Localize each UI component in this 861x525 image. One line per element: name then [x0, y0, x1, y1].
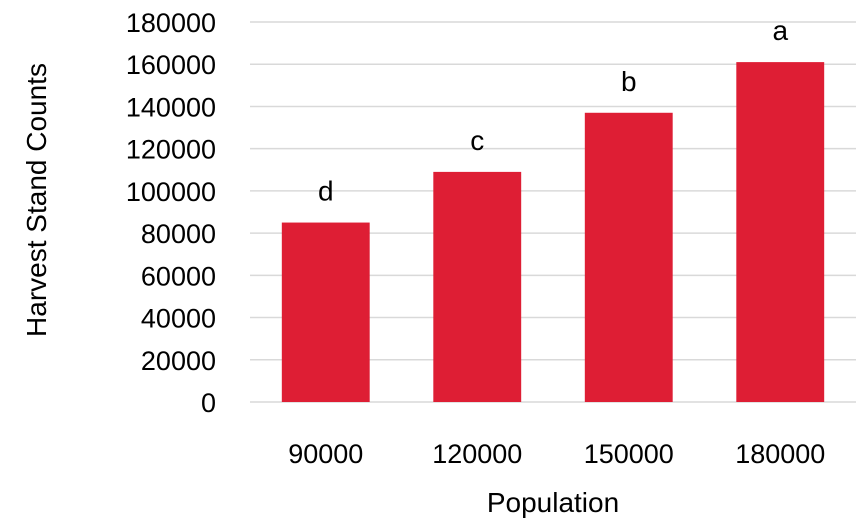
x-tick-label: 90000 [288, 439, 363, 469]
bar [433, 171, 522, 402]
bar [584, 112, 673, 403]
y-tick-label: 0 [201, 388, 216, 418]
x-tick-label: 180000 [735, 439, 825, 469]
x-axis-ticks: 90000 120000 150000 180000 [288, 439, 825, 469]
data-labels: d c b a [318, 15, 789, 206]
y-tick-label: 100000 [126, 177, 216, 207]
y-tick-label: 180000 [126, 8, 216, 38]
y-tick-label: 160000 [126, 50, 216, 80]
y-tick-label: 80000 [141, 219, 216, 249]
y-tick-label: 120000 [126, 135, 216, 165]
data-label: a [772, 15, 788, 46]
y-tick-label: 40000 [141, 304, 216, 334]
bars [281, 62, 825, 403]
bar [281, 222, 370, 402]
y-axis-label: Harvest Stand Counts [21, 63, 52, 337]
x-tick-label: 150000 [584, 439, 674, 469]
y-axis-ticks: 0 20000 40000 60000 80000 100000 120000 140000 1… [126, 8, 216, 418]
bar [736, 62, 825, 402]
y-tick-label: 60000 [141, 261, 216, 291]
data-label: d [318, 176, 334, 207]
x-axis-label: Population [487, 487, 619, 518]
data-label: b [621, 66, 637, 97]
x-tick-label: 120000 [432, 439, 522, 469]
y-tick-label: 20000 [141, 346, 216, 376]
data-label: c [470, 125, 484, 156]
y-tick-label: 140000 [126, 92, 216, 122]
